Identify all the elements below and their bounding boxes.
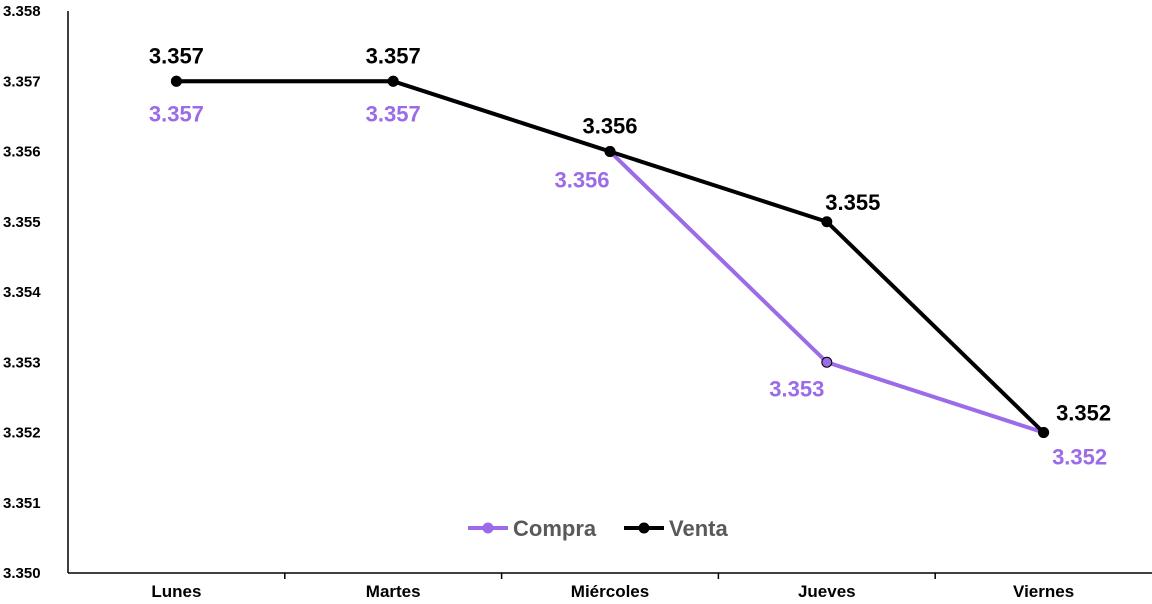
data-point [604,146,616,157]
y-tick-label: 3.354 [3,284,41,301]
x-tick-label: Lunes [151,582,201,601]
x-axis: Lunes Martes Miércoles Jueves Viernes [68,572,1152,601]
data-label: 3.356 [582,114,637,139]
series-layer [170,75,1050,438]
data-label: 3.357 [366,43,421,68]
y-axis: 3.350 3.351 3.352 3.353 3.354 3.355 3.356 3.357… [3,3,69,582]
data-label: 3.357 [149,43,204,68]
legend-label: Compra [513,516,597,541]
data-point [387,75,399,87]
y-tick-label: 3.351 [3,495,41,512]
x-tick-label: Martes [366,582,421,601]
data-label: 3.356 [554,168,609,193]
data-labels: 3.357 3.357 3.356 3.353 3.352 3.357 3.357 3.356… [149,43,1111,469]
x-tick-label: Jueves [798,582,856,601]
legend-swatch-marker [482,522,494,534]
y-tick-label: 3.356 [3,144,41,161]
data-label: 3.355 [825,190,880,215]
data-label: 3.357 [366,101,421,126]
x-tick-label: Miércoles [571,582,649,601]
data-point [821,216,833,228]
legend-swatch-marker [638,522,650,534]
legend-label: Venta [669,516,728,541]
data-label: 3.353 [769,376,824,401]
y-tick-label: 3.355 [3,214,41,231]
y-tick-label: 3.350 [3,565,41,582]
data-label: 3.352 [1052,445,1107,470]
legend-item-venta: Venta [624,516,728,541]
y-tick-label: 3.357 [3,73,41,90]
y-tick-label: 3.353 [3,354,41,371]
data-point [170,75,182,87]
legend: Compra Venta [468,516,728,541]
x-tick-label: Viernes [1013,582,1074,601]
data-point [1038,427,1050,438]
data-label: 3.357 [149,101,204,126]
legend-item-compra: Compra [468,516,597,541]
y-tick-label: 3.352 [3,425,41,442]
data-point [821,356,833,368]
series-venta [170,75,1050,438]
data-label: 3.352 [1056,401,1111,426]
y-tick-label: 3.358 [3,3,41,20]
